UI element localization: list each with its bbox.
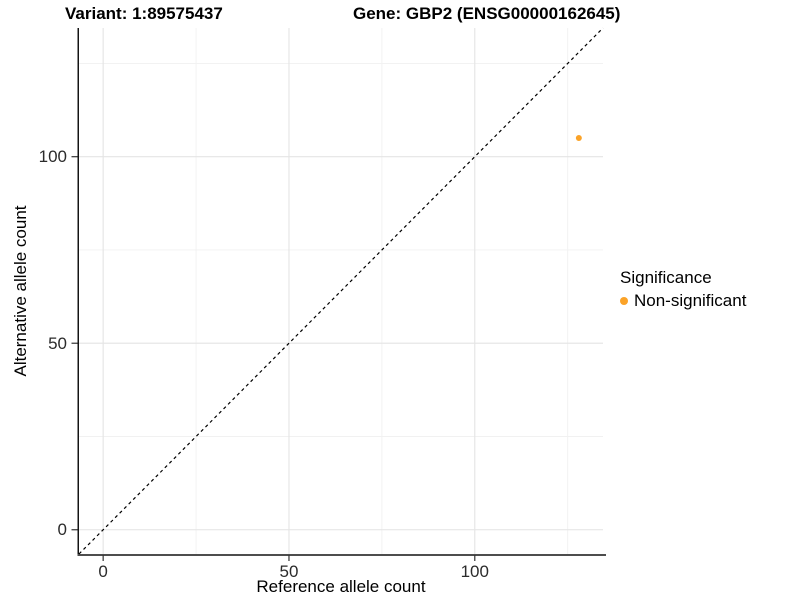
x-tick-label: 100	[460, 562, 489, 581]
y-tick-label: 0	[57, 520, 67, 540]
legend-item-non-significant: Non-significant	[620, 291, 746, 310]
plot-title-variant: Variant: 1:89575437	[65, 4, 223, 23]
plot-title-gene: Gene: GBP2 (ENSG00000162645)	[353, 4, 621, 23]
y-tick-label: 100	[38, 147, 67, 167]
data-point	[575, 135, 582, 142]
x-tick-label: 0	[98, 562, 108, 581]
legend-point-swatch	[620, 296, 628, 305]
legend: Significance Non-significant	[620, 268, 746, 310]
y-tick-label: 50	[48, 333, 67, 353]
legend-item-label: Non-significant	[634, 291, 747, 310]
x-tick-label: 50	[279, 562, 299, 581]
x-axis-title: Reference allele count	[256, 577, 426, 596]
legend-title: Significance	[620, 268, 712, 287]
identity-reference-line	[78, 27, 604, 555]
